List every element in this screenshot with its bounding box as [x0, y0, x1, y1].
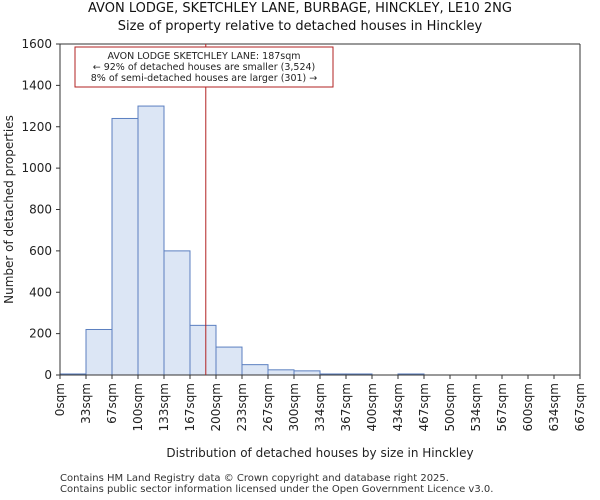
x-tick-label-400sqm: 400sqm	[365, 383, 379, 431]
x-tick-label-67sqm: 67sqm	[105, 383, 119, 424]
chart-title: AVON LODGE, SKETCHLEY LANE, BURBAGE, HIN…	[88, 1, 512, 16]
annotation-line-1: AVON LODGE SKETCHLEY LANE: 187sqm	[107, 51, 300, 62]
y-tick-label-800: 800	[29, 203, 52, 217]
x-tick-label-434sqm: 434sqm	[391, 383, 405, 431]
bar-167sqm	[189, 324, 217, 376]
y-tick-label-0: 0	[44, 368, 52, 382]
bars-group	[59, 105, 425, 376]
y-tick-label-400: 400	[29, 285, 52, 299]
bar-300sqm	[293, 370, 321, 376]
x-tick-label-500sqm: 500sqm	[443, 383, 457, 431]
y-tick-label-200: 200	[29, 327, 52, 341]
x-tick-label-100sqm: 100sqm	[131, 383, 145, 431]
footer-attribution-1: Contains HM Land Registry data © Crown c…	[60, 473, 449, 484]
y-tick-label-1600: 1600	[21, 37, 52, 51]
x-tick-label-267sqm: 267sqm	[261, 383, 275, 431]
x-tick-label-367sqm: 367sqm	[339, 383, 353, 431]
x-tick-label-33sqm: 33sqm	[79, 383, 93, 424]
annotation-box	[74, 46, 334, 88]
x-tick-label-233sqm: 233sqm	[235, 383, 249, 431]
x-tick-label-567sqm: 567sqm	[495, 383, 509, 431]
footer-attribution-2: Contains public sector information licen…	[60, 484, 494, 495]
marker-group: AVON LODGE SKETCHLEY LANE: 187sqm← 92% o…	[74, 44, 334, 375]
bar-200sqm	[215, 346, 243, 376]
y-tick-label-600: 600	[29, 244, 52, 258]
bar-100sqm	[137, 105, 165, 376]
axes-group: 0 200 400 600 800 1000 1200 1400 1600 0sqm 33sqm 67…	[2, 37, 587, 460]
x-tick-label-600sqm: 600sqm	[521, 383, 535, 431]
x-tick-label-667sqm: 667sqm	[573, 383, 587, 431]
x-tick-label-467sqm: 467sqm	[417, 383, 431, 431]
x-tick-label-0sqm: 0sqm	[53, 383, 67, 416]
x-axis-title: Distribution of detached houses by size …	[166, 446, 473, 460]
bar-233sqm	[241, 364, 269, 376]
x-tick-label-133sqm: 133sqm	[157, 383, 171, 431]
bar-133sqm	[163, 250, 191, 376]
x-tick-label-334sqm: 334sqm	[313, 383, 327, 431]
bar-267sqm	[267, 369, 295, 376]
x-tick-label-200sqm: 200sqm	[209, 383, 223, 431]
bar-33sqm	[85, 328, 113, 376]
chart-subtitle: Size of property relative to detached ho…	[117, 19, 483, 34]
bar-67sqm	[111, 117, 139, 376]
annotation-line-3: 8% of semi-detached houses are larger (3…	[91, 73, 318, 84]
y-tick-label-1000: 1000	[21, 161, 52, 175]
y-tick-label-1200: 1200	[21, 120, 52, 134]
y-tick-label-1400: 1400	[21, 78, 52, 92]
y-axis-title: Number of detached properties	[2, 115, 16, 304]
histogram-chart: 0 200 400 600 800 1000 1200 1400 1600 0sqm 33sqm 67…	[2, 37, 587, 460]
x-tick-label-634sqm: 634sqm	[547, 383, 561, 431]
x-tick-label-167sqm: 167sqm	[183, 383, 197, 431]
x-tick-label-300sqm: 300sqm	[287, 383, 301, 431]
x-tick-label-534sqm: 534sqm	[469, 383, 483, 431]
annotation-line-2: ← 92% of detached houses are smaller (3,…	[93, 62, 316, 73]
